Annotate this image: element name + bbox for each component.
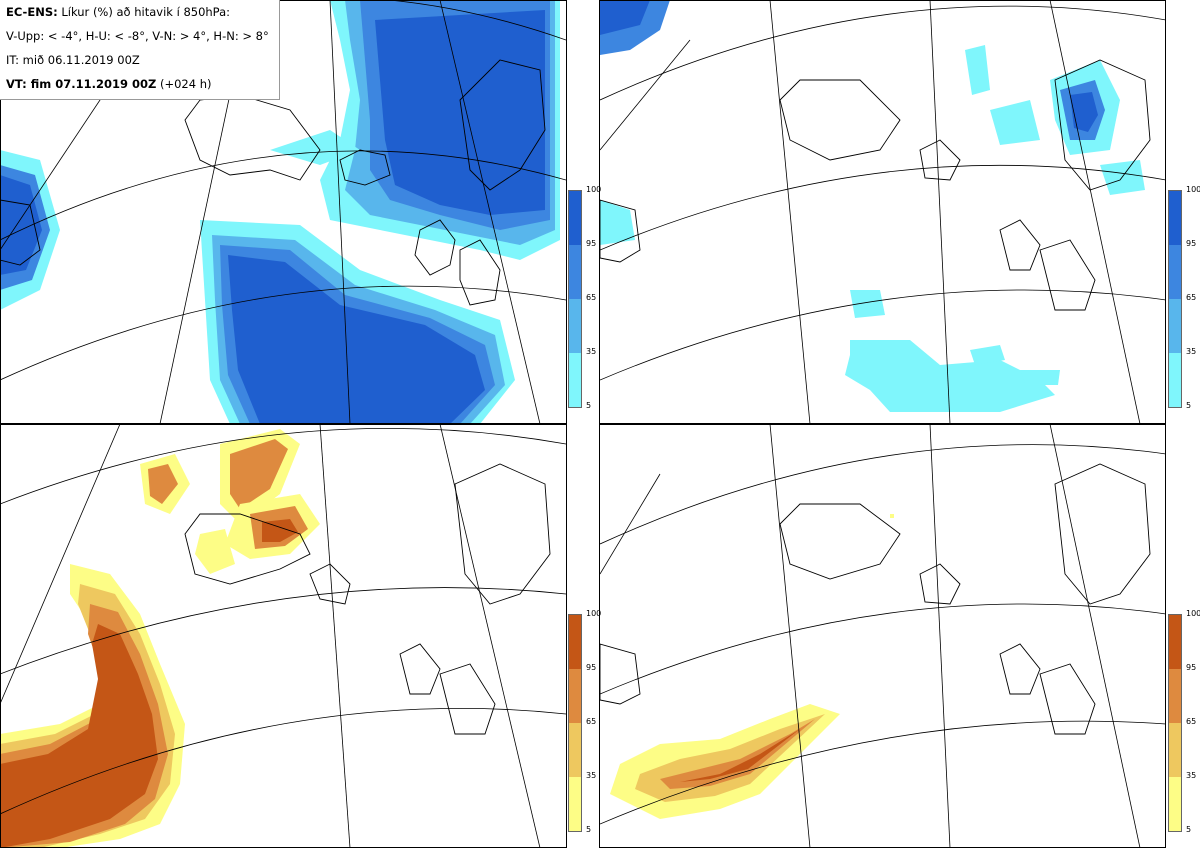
cb-tick-35: 35 <box>1186 347 1197 356</box>
probability-field-cold-2 <box>600 0 1145 412</box>
graticule <box>600 0 1166 424</box>
cb-tick-95: 95 <box>1186 239 1197 248</box>
probability-field-cold-1 <box>0 0 560 424</box>
legend-line-3: IT: mið 06.11.2019 00Z <box>6 53 140 67</box>
cb-tick-65: 65 <box>586 293 597 302</box>
cb-tick-35: 35 <box>586 347 597 356</box>
colorbar-cold-scale <box>1168 190 1182 408</box>
legend-model: EC-ENS: <box>6 5 58 19</box>
map-panel-h-n <box>600 424 1166 848</box>
cb-tick-100: 100 <box>1186 609 1200 618</box>
cb-tick-65: 65 <box>1186 717 1197 726</box>
map-h-n <box>600 424 1166 848</box>
probability-field-warm-1 <box>0 429 320 848</box>
graticule <box>600 424 1166 848</box>
cb-tick-65: 65 <box>1186 293 1197 302</box>
graticule <box>0 424 566 848</box>
coastlines <box>600 59 1151 311</box>
legend-lead-time: (+024 h) <box>159 77 212 91</box>
map-v-upp <box>0 0 566 424</box>
cb-tick-5: 5 <box>586 401 592 410</box>
cb-tick-100: 100 <box>586 609 602 618</box>
legend-line-1: EC-ENS: Líkur (%) að hitavik í 850hPa: <box>6 4 273 28</box>
colorbar-cold-scale <box>568 190 582 408</box>
legend-box: EC-ENS: Líkur (%) að hitavik í 850hPa: V… <box>0 0 280 100</box>
cb-tick-95: 95 <box>586 663 597 672</box>
cb-tick-5: 5 <box>586 825 592 834</box>
cb-tick-95: 95 <box>1186 663 1197 672</box>
map-h-u <box>600 0 1166 424</box>
map-panel-h-u <box>600 0 1166 424</box>
map-v-n <box>0 424 566 848</box>
cb-tick-65: 65 <box>586 717 597 726</box>
legend-line-2: V-Upp: < -4°, H-U: < -8°, V-N: > 4°, H-N… <box>6 29 269 43</box>
cb-tick-100: 100 <box>1186 185 1200 194</box>
legend-valid-time: VT: fim 07.11.2019 00Z <box>6 77 157 91</box>
cb-tick-35: 35 <box>586 771 597 780</box>
cb-tick-95: 95 <box>586 239 597 248</box>
legend-description: Líkur (%) að hitavik í 850hPa: <box>61 5 231 19</box>
colorbar-warm-scale <box>568 614 582 832</box>
cb-tick-5: 5 <box>1186 825 1192 834</box>
coastlines <box>0 59 546 306</box>
legend-line-4: VT: fim 07.11.2019 00Z (+024 h) <box>6 76 273 100</box>
map-panel-v-upp <box>0 0 566 424</box>
cb-tick-5: 5 <box>1186 401 1192 410</box>
coastlines <box>184 463 551 735</box>
coastlines <box>600 463 1151 735</box>
probability-field-warm-2 <box>610 514 894 819</box>
cb-tick-35: 35 <box>1186 771 1197 780</box>
colorbar-warm-scale <box>1168 614 1182 832</box>
map-panel-v-n <box>0 424 566 848</box>
cb-tick-100: 100 <box>586 185 602 194</box>
